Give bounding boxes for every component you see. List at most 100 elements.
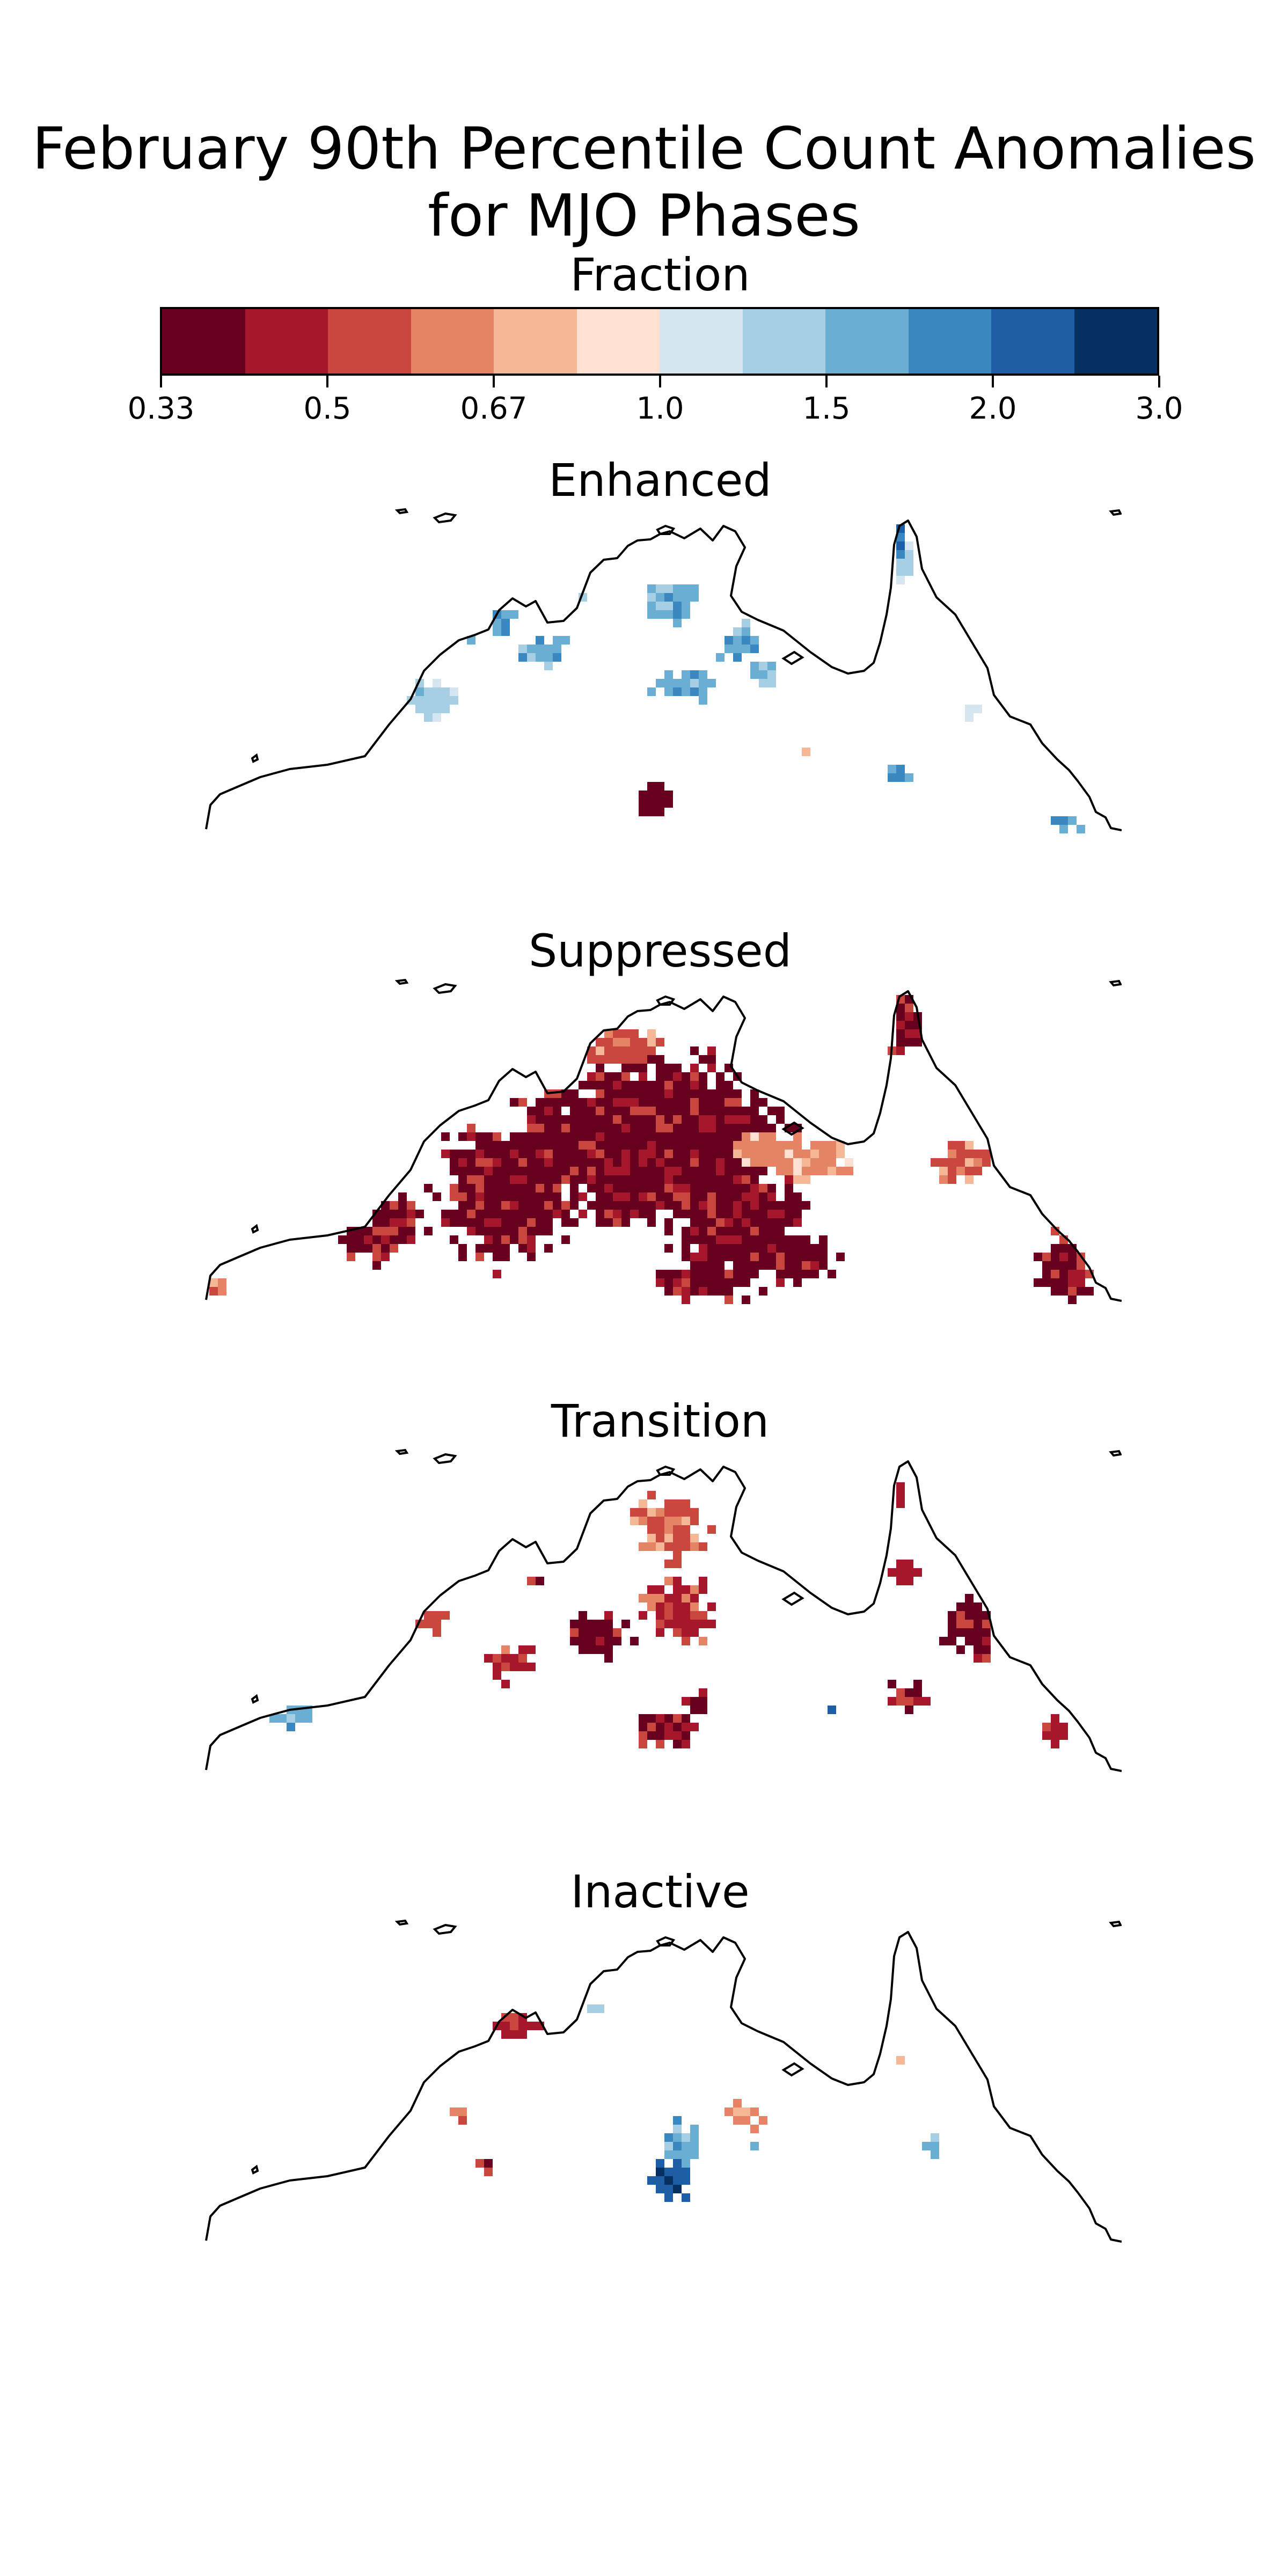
anomaly-cell — [785, 1270, 793, 1278]
anomaly-cell — [613, 1637, 621, 1645]
anomaly-cell — [767, 1244, 776, 1253]
anomaly-cell — [793, 1244, 802, 1253]
anomaly-cell — [493, 1244, 501, 1253]
anomaly-cell — [690, 2150, 699, 2159]
anomaly-cell — [209, 1278, 218, 1287]
anomaly-cell — [621, 1141, 630, 1150]
anomaly-cell — [501, 1141, 510, 1150]
anomaly-cell — [965, 713, 974, 722]
anomaly-cell — [690, 1150, 699, 1158]
anomaly-cell — [587, 1141, 596, 1150]
anomaly-cell — [621, 1167, 630, 1175]
anomaly-cell — [536, 1210, 544, 1218]
anomaly-cell — [510, 1218, 518, 1227]
anomaly-cell — [381, 1227, 390, 1235]
anomaly-cell — [733, 636, 742, 645]
anomaly-cell — [673, 593, 682, 602]
anomaly-cell — [604, 1611, 613, 1620]
anomaly-cell — [613, 1081, 621, 1089]
anomaly-cell — [982, 1637, 991, 1645]
anomaly-cell — [364, 1227, 372, 1235]
anomaly-cell — [707, 1201, 716, 1210]
colorbar-tick-label: 1.0 — [636, 391, 684, 426]
anomaly-cell — [604, 1046, 613, 1055]
anomaly-cell — [716, 1210, 724, 1218]
anomaly-cell — [484, 1192, 493, 1201]
anomaly-cell — [1077, 1261, 1085, 1270]
anomaly-cell — [682, 2176, 690, 2185]
anomaly-cell — [527, 2022, 536, 2030]
anomaly-cell — [1077, 1278, 1085, 1287]
anomaly-cell — [690, 1132, 699, 1141]
anomaly-cell — [707, 1124, 716, 1132]
anomaly-cell — [398, 1235, 407, 1244]
anomaly-cell — [733, 1115, 742, 1124]
anomaly-cell — [639, 1081, 647, 1089]
anomaly-cell — [553, 1184, 561, 1192]
anomaly-cell — [630, 1124, 639, 1132]
anomaly-cell — [699, 1706, 707, 1714]
anomaly-cell — [690, 1064, 699, 1072]
anomaly-cell — [596, 1620, 604, 1628]
anomaly-cell — [647, 782, 656, 791]
anomaly-cell — [699, 670, 707, 679]
island-outline — [656, 1936, 676, 1946]
anomaly-cell — [742, 1167, 750, 1175]
anomaly-cell — [501, 1184, 510, 1192]
anomaly-cell — [630, 1184, 639, 1192]
anomaly-cell — [647, 1081, 656, 1089]
anomaly-cell — [707, 1261, 716, 1270]
anomaly-cell — [613, 1167, 621, 1175]
anomaly-cell — [793, 1175, 802, 1184]
anomaly-cell — [536, 1158, 544, 1167]
anomaly-cell — [587, 1645, 596, 1654]
anomaly-cell — [613, 1107, 621, 1115]
anomaly-cell — [441, 1132, 450, 1141]
anomaly-cell — [767, 1124, 776, 1132]
anomaly-cell — [699, 1235, 707, 1244]
anomaly-cell — [570, 1218, 579, 1227]
anomaly-cell — [810, 1141, 819, 1150]
anomaly-cell — [656, 1602, 664, 1611]
island-outline — [656, 995, 676, 1006]
anomaly-cell — [707, 1278, 716, 1287]
anomaly-cell — [733, 2107, 742, 2116]
anomaly-cell — [759, 1235, 767, 1244]
anomaly-cell — [664, 2193, 673, 2202]
anomaly-cell — [802, 1201, 810, 1210]
anomaly-cell — [544, 1150, 553, 1158]
anomaly-cell — [896, 1012, 905, 1021]
anomaly-cell — [724, 1107, 733, 1115]
anomaly-cell — [484, 1132, 493, 1141]
anomaly-cell — [656, 1072, 664, 1081]
anomaly-cell — [553, 1192, 561, 1201]
island-outline — [433, 512, 457, 524]
anomaly-cell — [742, 1158, 750, 1167]
anomaly-cell — [793, 1278, 802, 1287]
anomaly-cell — [613, 1210, 621, 1218]
anomaly-cell — [604, 1158, 613, 1167]
anomaly-cell — [493, 1141, 501, 1150]
anomaly-cell — [682, 2150, 690, 2159]
anomaly-cell — [673, 1551, 682, 1560]
anomaly-cell — [733, 1141, 742, 1150]
anomaly-cell — [974, 705, 982, 713]
anomaly-cell — [690, 1270, 699, 1278]
anomaly-cell — [664, 2150, 673, 2159]
anomaly-cell — [673, 1723, 682, 1731]
anomaly-cell — [372, 1253, 381, 1261]
anomaly-cell — [647, 584, 656, 593]
anomaly-cell — [664, 584, 673, 593]
anomaly-cell — [656, 1055, 664, 1064]
anomaly-cell — [647, 1107, 656, 1115]
anomaly-cell — [716, 653, 724, 662]
anomaly-cell — [613, 1029, 621, 1038]
anomaly-cell — [690, 1081, 699, 1089]
anomaly-cell — [716, 1158, 724, 1167]
anomaly-cell — [682, 1098, 690, 1107]
anomaly-cell — [673, 1585, 682, 1594]
anomaly-cell — [484, 1218, 493, 1227]
anomaly-cell — [493, 1184, 501, 1192]
anomaly-cell — [673, 1175, 682, 1184]
anomaly-cell — [673, 1542, 682, 1551]
